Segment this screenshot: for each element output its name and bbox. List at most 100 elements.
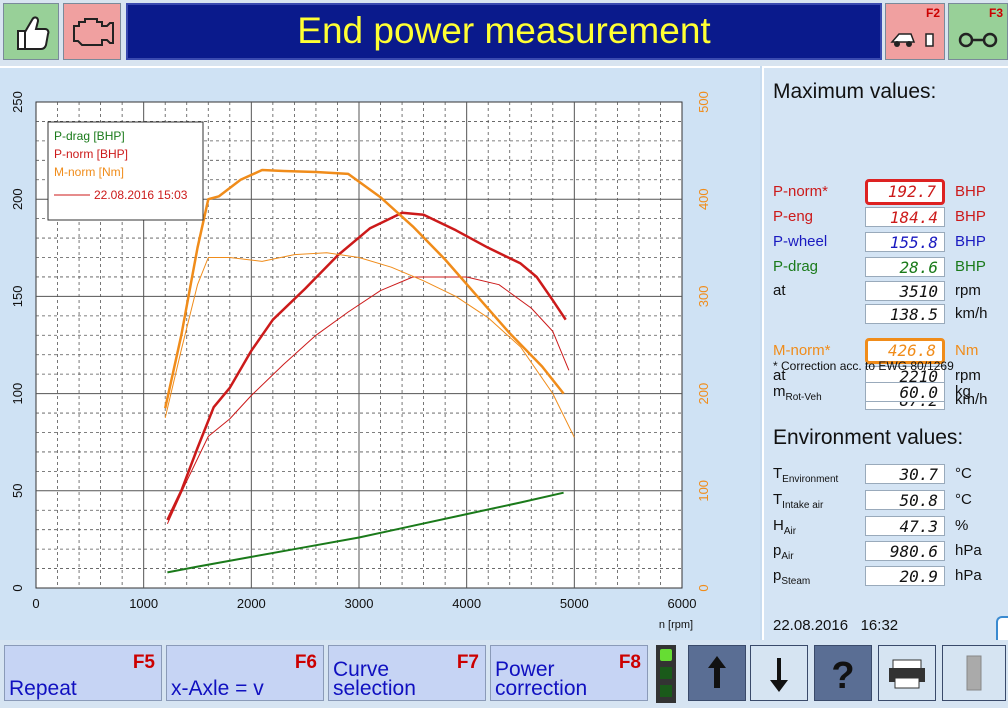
max-row-unit: BHP	[955, 233, 986, 250]
legend-entry: M-norm [Nm]	[54, 165, 124, 179]
f6-key-label: F6	[294, 652, 317, 673]
y-tick-label-right: 0	[696, 584, 711, 591]
max-row-unit: km/h	[955, 305, 988, 322]
max-row-label: P-drag	[773, 258, 819, 275]
footer-date: 22.08.2016	[773, 617, 849, 634]
print-button[interactable]	[878, 645, 936, 701]
max-row-label: P-norm*	[773, 183, 829, 200]
max-values-title: Maximum values:	[773, 80, 937, 103]
status-light-segment	[660, 685, 672, 697]
environment-title: Environment values:	[773, 426, 964, 449]
y-tick-label-left: 150	[10, 286, 25, 308]
curve-selection-button[interactable]: F7 Curve selection	[328, 645, 486, 701]
env-row-value: 50.8	[865, 490, 945, 510]
mrot-value: 60.0	[865, 382, 945, 402]
f3-key-label: F3	[988, 6, 1003, 20]
chart-panel: 0 1000 2000 3000 4000 5000 6000 0 50 100 150 200 250…	[0, 66, 760, 642]
env-row-unit: %	[955, 517, 969, 534]
series-line-1	[166, 211, 567, 521]
correction-note: * Correction acc. to EWG 80/1269	[773, 359, 954, 373]
y-tick-label-left: 0	[10, 584, 25, 591]
arrow-up-button[interactable]	[688, 645, 746, 701]
env-row-unit: °C	[955, 491, 972, 508]
engine-button[interactable]	[63, 3, 121, 60]
y-tick-label-right: 500	[696, 91, 711, 113]
y-tick-label-left: 50	[10, 484, 25, 498]
x-axle-label: x-Axle = v	[171, 677, 264, 700]
arrow-down-icon	[770, 658, 788, 692]
repeat-button[interactable]: F5 Repeat	[4, 645, 162, 701]
max-row-value: 28.6	[865, 257, 945, 277]
y-tick-label-left: 200	[10, 188, 25, 210]
env-row-label: TEnvironment	[773, 465, 839, 485]
legend-date: 22.08.2016 15:03	[94, 188, 188, 202]
max-row-unit: rpm	[955, 367, 981, 384]
y-tick-label-left: 250	[10, 91, 25, 113]
mrot-unit: kg	[955, 383, 971, 400]
svg-text:?: ?	[831, 655, 854, 697]
y-tick-label-left: 100	[10, 383, 25, 405]
page-title: End power measurement	[126, 3, 882, 60]
status-light-segment	[660, 667, 672, 679]
f5-key-label: F5	[132, 652, 155, 673]
max-row-label: M-norm*	[773, 342, 831, 359]
env-row-label: pAir	[773, 542, 794, 562]
max-row-unit: BHP	[955, 208, 986, 225]
legend-entry: P-drag [BHP]	[54, 129, 125, 143]
arrow-down-button[interactable]	[750, 645, 808, 701]
env-row-value: 30.7	[865, 464, 945, 484]
env-row-unit: °C	[955, 465, 972, 482]
x-tick-label: 2000	[237, 596, 266, 611]
max-row-value: 3510	[865, 281, 945, 301]
curve-selection-label: Curve selection	[333, 658, 416, 700]
power-torque-chart: 0 1000 2000 3000 4000 5000 6000050100150200250…	[10, 91, 711, 631]
x-tick-label: 5000	[560, 596, 589, 611]
env-row-label: TIntake air	[773, 491, 824, 511]
series-line-2	[166, 276, 570, 525]
mrot-label: mRot-Veh	[773, 383, 822, 403]
y-tick-label-right: 200	[696, 383, 711, 405]
axle-button[interactable]: F3	[948, 3, 1008, 60]
power-correction-label: Power correction	[495, 658, 588, 700]
f8-key-label: F8	[618, 652, 641, 673]
top-toolbar: End power measurement F2 F3	[0, 0, 1008, 66]
series-line-3	[163, 168, 565, 409]
repeat-label: Repeat	[9, 677, 77, 700]
trailer-axle-icon	[958, 32, 998, 48]
printer-icon	[889, 659, 925, 689]
max-row-value: 426.8	[865, 338, 945, 364]
env-row-unit: hPa	[955, 567, 982, 584]
power-correction-button[interactable]: F8 Power correction	[490, 645, 648, 701]
f7-key-label: F7	[456, 652, 479, 673]
approve-button[interactable]	[3, 3, 59, 60]
question-mark-icon: ?	[831, 655, 854, 697]
x-tick-label: 3000	[345, 596, 374, 611]
max-row-value: 184.4	[865, 207, 945, 227]
env-row-unit: hPa	[955, 542, 982, 559]
x-axle-button[interactable]: F6 x-Axle = v	[166, 645, 324, 701]
max-row-label: at	[773, 367, 786, 384]
max-row-label: at	[773, 282, 786, 299]
exit-button[interactable]	[942, 645, 1006, 701]
function-key-bar: F5 Repeat F6 x-Axle = v F7 Curve selectio…	[0, 640, 1008, 708]
thumbs-up-icon	[17, 16, 50, 50]
env-row-value: 980.6	[865, 541, 945, 561]
max-row-unit: BHP	[955, 183, 986, 200]
max-row-unit: rpm	[955, 282, 981, 299]
max-row-unit: Nm	[955, 342, 979, 359]
x-axis-label: n [rpm]	[659, 619, 693, 631]
legend-entry: P-norm [BHP]	[54, 147, 128, 161]
max-row-label: P-eng	[773, 208, 814, 225]
max-row-value: 138.5	[865, 304, 945, 324]
legend-box	[47, 121, 204, 221]
status-light	[656, 645, 676, 703]
footer-time: 16:32	[860, 617, 899, 634]
footer-datetime: 22.08.2016 16:32	[773, 617, 898, 634]
help-button[interactable]: ?	[814, 645, 872, 701]
results-panel: Maximum values: P-norm* 192.7 BHP P-eng 184.…	[762, 66, 1008, 646]
max-row-value: 2210	[865, 366, 945, 386]
x-tick-label: 0	[32, 596, 39, 611]
series-line-4	[164, 252, 575, 438]
dyno-car-button[interactable]: F2	[885, 3, 945, 60]
f2-key-label: F2	[925, 6, 940, 20]
